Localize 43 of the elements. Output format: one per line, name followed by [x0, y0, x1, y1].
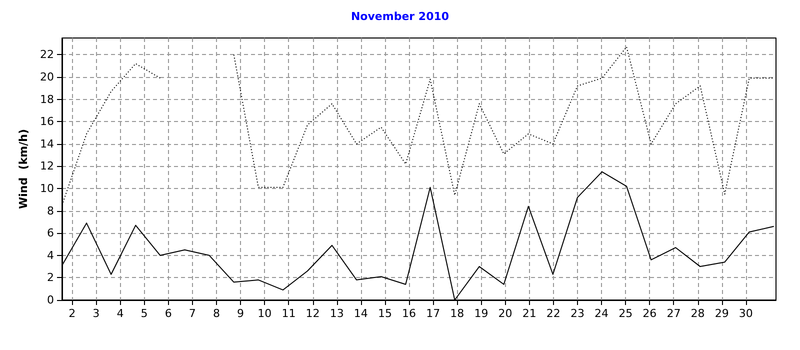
- x-tick-label: 8: [212, 307, 220, 320]
- x-tick-label: 10: [258, 307, 272, 320]
- x-tick-label: 27: [666, 307, 681, 320]
- x-tick-label: 15: [378, 307, 392, 320]
- y-tick-label: 4: [47, 248, 54, 262]
- y-axis-title: Wind (km/h): [17, 129, 30, 209]
- y-tick-label: 18: [40, 92, 54, 106]
- x-tick-label: 14: [354, 307, 368, 320]
- x-tick-label: 30: [738, 307, 753, 320]
- x-tick-label: 6: [164, 307, 172, 320]
- x-tick-label: 23: [570, 307, 584, 320]
- x-tick-label: 21: [522, 307, 536, 320]
- x-tick-label: 25: [618, 307, 633, 320]
- x-tick-label: 11: [282, 307, 296, 320]
- y-tick-label: 6: [47, 226, 54, 240]
- x-tick-label: 13: [330, 307, 344, 320]
- x-tick-label: 12: [306, 307, 320, 320]
- x-tick-label: 3: [92, 307, 100, 320]
- x-tick-label: 5: [140, 307, 148, 320]
- x-tick-label: 24: [594, 307, 609, 320]
- chart-title: November 2010: [350, 10, 450, 23]
- x-tick-label: 2: [68, 307, 76, 320]
- y-tick-label: 14: [40, 137, 54, 150]
- x-tick-label: 9: [237, 307, 244, 320]
- y-tick-label: 22: [40, 48, 54, 62]
- y-tick-label: 8: [47, 204, 54, 218]
- x-tick-label: 7: [188, 307, 196, 320]
- x-tick-label: 22: [546, 307, 560, 320]
- x-tick-label: 26: [642, 307, 657, 320]
- x-tick-label: 28: [690, 307, 705, 320]
- x-tick-label: 19: [474, 307, 488, 320]
- x-tick-label: 29: [714, 307, 729, 320]
- y-tick-label: 2: [47, 271, 54, 284]
- y-tick-label: 20: [40, 70, 54, 84]
- x-tick-label: 16: [402, 307, 416, 320]
- x-tick-label: 20: [498, 307, 512, 320]
- x-tick-label: 18: [450, 307, 464, 320]
- y-tick-label: 12: [40, 160, 54, 173]
- x-tick-label: 4: [116, 307, 124, 320]
- y-tick-label: 16: [40, 115, 54, 128]
- x-tick-label: 17: [426, 307, 440, 320]
- y-tick-label: 10: [40, 182, 54, 196]
- y-tick-label: 0: [47, 294, 54, 306]
